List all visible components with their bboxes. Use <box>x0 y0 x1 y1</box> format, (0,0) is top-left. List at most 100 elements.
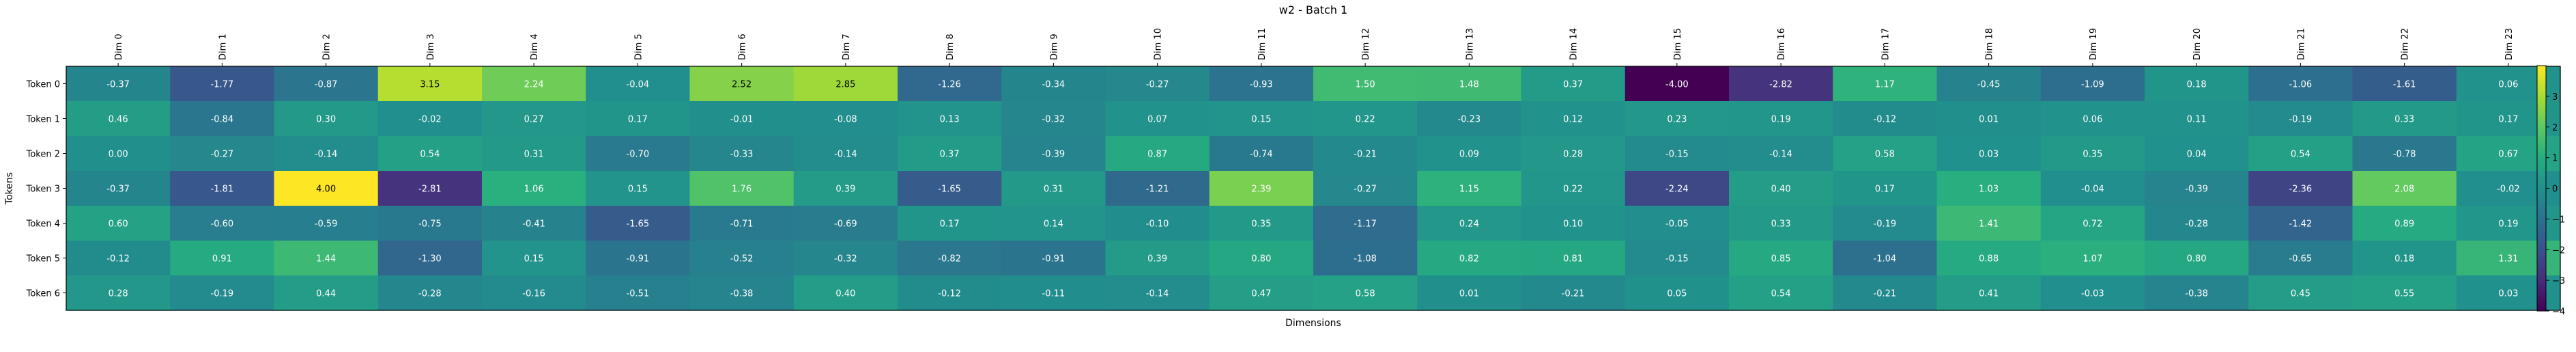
heatmap-cell <box>1417 275 1522 311</box>
cell-value-label: 1.48 <box>1459 80 1479 90</box>
heatmap-cell <box>1625 171 1730 206</box>
heatmap-cell <box>2145 275 2249 311</box>
cell-value-labels: -0.37 -1.77 -0.87 3.15 2.24 -0.04 2.52 2.85 -1.2… <box>106 80 2519 299</box>
heatmap-cell <box>274 171 379 206</box>
cell-value-label: -1.61 <box>2393 80 2416 90</box>
heatmap-cell <box>1417 136 1522 172</box>
heatmap-cell <box>586 136 691 172</box>
heatmap-cell <box>170 136 275 172</box>
cell-value-label: -0.34 <box>1042 80 1065 90</box>
cell-value-label: -4.00 <box>1665 80 1689 90</box>
heatmap-cell <box>793 101 898 137</box>
cell-value-label: -0.52 <box>730 254 754 265</box>
cell-value-label: 2.24 <box>524 80 544 90</box>
cell-value-label: -0.32 <box>834 254 857 265</box>
heatmap-cell <box>170 206 275 241</box>
colorbar-gradient <box>2536 65 2547 312</box>
cell-value-label: -1.77 <box>211 80 234 90</box>
heatmap-cell <box>1105 171 1210 206</box>
cell-value-label: 0.58 <box>1356 289 1375 299</box>
heatmap-cell <box>2145 241 2249 276</box>
cell-value-label: -0.41 <box>522 219 545 230</box>
x-tick-label: Dim 2 <box>322 33 332 60</box>
heatmap-cell <box>66 206 171 241</box>
heatmap-cell <box>1417 241 1522 276</box>
cell-value-label: -0.39 <box>2185 185 2208 195</box>
y-tick-label: Token 6 <box>26 289 60 299</box>
cell-value-label: -0.19 <box>2289 115 2313 125</box>
cell-value-label: 0.80 <box>2187 254 2207 265</box>
y-tick-label: Token 1 <box>26 115 60 125</box>
heatmap-cell <box>1105 275 1210 311</box>
x-tick-label: Dim 6 <box>738 33 748 60</box>
heatmap-cell <box>1625 241 1730 276</box>
heatmap-cell <box>274 136 379 172</box>
heatmap-cell <box>2352 101 2457 137</box>
heatmap-cell <box>482 171 586 206</box>
heatmap-cell <box>1729 241 1833 276</box>
cell-value-label: -0.32 <box>1042 115 1065 125</box>
heatmap-cell <box>1105 241 1210 276</box>
cell-value-label: 0.31 <box>524 150 544 160</box>
heatmap-cell <box>1521 171 1626 206</box>
heatmap-cell <box>1936 206 2042 241</box>
colorbar-tick-label: 1 <box>2552 154 2558 164</box>
heatmap-cell <box>2145 171 2249 206</box>
x-tick-label: Dim 17 <box>1880 28 1891 60</box>
cell-value-label: -1.08 <box>1354 254 1377 265</box>
cell-value-label: -0.65 <box>2289 254 2313 265</box>
heatmap-cell <box>2040 241 2145 276</box>
cell-value-label: 0.88 <box>1979 254 1999 265</box>
heatmap-cell <box>482 241 586 276</box>
x-tick-label: Dim 1 <box>218 33 228 60</box>
cell-value-label: -0.14 <box>1769 150 1792 160</box>
cell-value-label: -0.82 <box>938 254 961 265</box>
cell-value-label: 0.27 <box>524 115 544 125</box>
cell-value-label: -0.21 <box>1354 150 1377 160</box>
heatmap-cell <box>1729 136 1833 172</box>
cell-value-label: -0.37 <box>106 80 130 90</box>
cell-value-label: -0.75 <box>418 219 442 230</box>
heatmap-cell <box>898 66 1002 102</box>
cell-value-label: -1.65 <box>627 219 650 230</box>
heatmap-cell <box>1001 66 1106 102</box>
heatmap-cell <box>586 66 691 102</box>
heatmap-cell <box>2145 206 2249 241</box>
cell-value-label: 0.55 <box>2394 289 2414 299</box>
heatmap-cell <box>2352 136 2457 172</box>
cell-value-label: 1.50 <box>1356 80 1375 90</box>
heatmap-cell <box>1417 101 1522 137</box>
heatmap-cell <box>1936 101 2042 137</box>
cell-value-label: 0.39 <box>835 185 855 195</box>
cell-value-label: 0.15 <box>1251 115 1271 125</box>
cell-value-label: 0.54 <box>1771 289 1791 299</box>
x-tick-label: Dim 21 <box>2296 28 2306 60</box>
heatmap-cell <box>1209 241 1314 276</box>
cell-value-label: 0.46 <box>109 115 128 125</box>
cell-value-label: 0.17 <box>1875 185 1895 195</box>
cell-value-label: -0.21 <box>1562 289 1585 299</box>
cell-value-label: -1.42 <box>2289 219 2313 230</box>
cell-value-label: 0.01 <box>1459 289 1479 299</box>
cell-value-label: 1.44 <box>316 254 336 265</box>
cell-value-label: 1.76 <box>732 185 752 195</box>
cell-value-label: -0.70 <box>627 150 650 160</box>
cell-value-label: 0.14 <box>1044 219 1063 230</box>
heatmap-cell <box>1209 206 1314 241</box>
colorbar: −4 −3 −2 −1 0 1 2 3 <box>2536 65 2565 317</box>
heatmap-cell <box>1313 241 1418 276</box>
heatmap-cell <box>1105 66 1210 102</box>
heatmap-cell <box>66 101 171 137</box>
heatmap-cell <box>170 66 275 102</box>
cell-value-label: 0.22 <box>1563 185 1583 195</box>
cell-value-label: 0.22 <box>1356 115 1375 125</box>
cell-value-label: -0.12 <box>1874 115 1897 125</box>
heatmap-cell <box>170 241 275 276</box>
cell-value-label: -0.84 <box>211 115 234 125</box>
cell-value-label: 0.40 <box>835 289 855 299</box>
heatmap-cell <box>1625 275 1730 311</box>
cell-value-label: -1.21 <box>1146 185 1169 195</box>
heatmap-cell <box>793 171 898 206</box>
heatmap-cell <box>377 206 483 241</box>
x-tick-label: Dim 4 <box>530 33 540 60</box>
